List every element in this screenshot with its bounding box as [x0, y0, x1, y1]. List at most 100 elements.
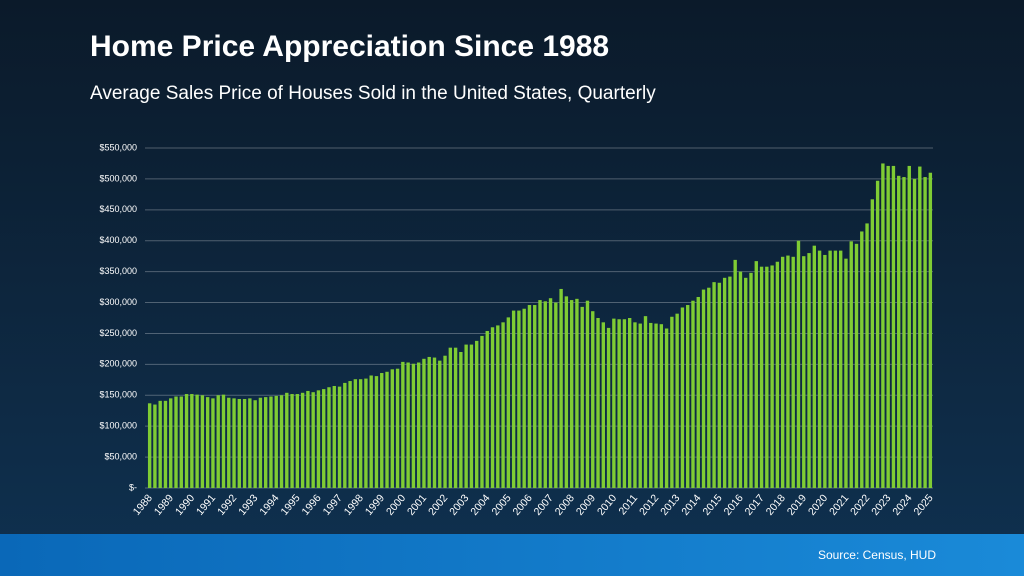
bar [591, 311, 595, 488]
bar [401, 361, 405, 488]
chart-subtitle: Average Sales Price of Houses Sold in th… [90, 83, 656, 104]
bar [881, 163, 885, 489]
bar [701, 289, 706, 488]
y-tick-label: $150,000 [99, 390, 137, 400]
bar [169, 398, 173, 488]
bar [327, 387, 331, 488]
bar [817, 250, 822, 488]
bar [411, 363, 416, 488]
y-tick-label: $250,000 [99, 328, 137, 338]
bar [453, 347, 458, 488]
bar [158, 400, 162, 488]
bar [258, 397, 263, 488]
bar [912, 178, 917, 488]
bar [902, 177, 906, 488]
bar [316, 390, 321, 488]
bar [627, 318, 632, 488]
bar [358, 379, 363, 488]
y-tick-label: $500,000 [99, 173, 137, 183]
bar [221, 394, 226, 488]
bar [707, 287, 711, 488]
bar [464, 344, 468, 488]
bar [622, 319, 627, 488]
bar [322, 389, 326, 488]
bar [279, 395, 284, 488]
bar [369, 375, 373, 488]
bar [564, 296, 569, 488]
bar [163, 400, 168, 488]
bar [227, 397, 231, 488]
bar [633, 322, 637, 488]
bar [422, 358, 426, 488]
bar [559, 288, 563, 488]
bar [601, 322, 605, 488]
bar [232, 398, 236, 488]
bar [844, 258, 848, 488]
bar [612, 318, 616, 488]
bar [712, 282, 716, 488]
source-note: Source: Census, HUD [818, 548, 936, 562]
bar [754, 261, 758, 488]
y-tick-label: $450,000 [99, 204, 137, 214]
y-tick-label: $400,000 [99, 235, 137, 245]
bar [385, 371, 389, 488]
bar [364, 378, 368, 488]
bar [459, 352, 463, 488]
bar [696, 296, 700, 488]
bar [174, 396, 178, 488]
bar [332, 386, 336, 488]
bar [184, 394, 189, 488]
bar [575, 298, 579, 488]
bar [659, 324, 664, 488]
bar [833, 250, 838, 488]
bar [374, 376, 379, 488]
bar [395, 368, 400, 488]
bar [348, 381, 352, 488]
bar [190, 394, 194, 488]
bar [828, 250, 832, 488]
bar [501, 322, 505, 488]
bar [585, 300, 590, 488]
bar [907, 165, 911, 488]
bar [870, 199, 875, 489]
bar [749, 272, 753, 488]
bar [670, 316, 674, 488]
bar [923, 177, 927, 488]
bar [480, 335, 484, 488]
bar [543, 301, 547, 488]
bar [854, 243, 859, 488]
bar [897, 175, 901, 488]
bar [522, 308, 526, 488]
bar [807, 253, 811, 488]
bar [353, 379, 358, 488]
bar [438, 360, 442, 488]
bar [791, 256, 795, 488]
bar [675, 313, 679, 488]
bar [838, 250, 843, 488]
bar [147, 403, 152, 488]
bar [427, 356, 431, 488]
bar [211, 398, 215, 488]
bar [248, 398, 252, 488]
bar [517, 310, 521, 488]
bar [770, 265, 774, 488]
bar [343, 382, 347, 488]
bar [849, 241, 853, 488]
bar [153, 404, 157, 488]
bar [195, 394, 199, 488]
bar [617, 319, 621, 488]
bar [680, 307, 685, 488]
bar [416, 362, 421, 488]
bar [548, 298, 553, 488]
y-tick-label: $300,000 [99, 297, 137, 307]
bar [290, 394, 294, 488]
footer-band [0, 534, 1024, 576]
bar [860, 231, 864, 489]
bar [780, 256, 785, 488]
bar [744, 277, 748, 488]
y-tick-label: $100,000 [99, 421, 137, 431]
bar [242, 398, 247, 488]
bar [717, 282, 722, 488]
